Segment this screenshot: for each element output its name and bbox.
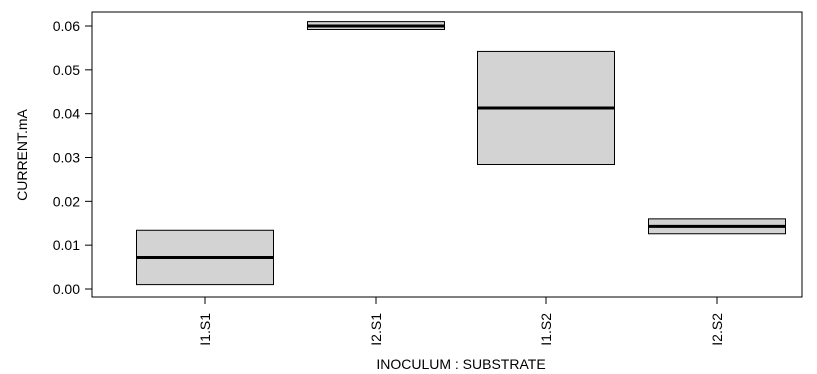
y-tick-label: 0.00 bbox=[53, 281, 80, 297]
y-axis-title: CURRENT.mA bbox=[14, 108, 30, 200]
x-axis: I1.S1 I2.S1 I1.S2 I2.S2 bbox=[197, 296, 725, 346]
y-tick-label: 0.01 bbox=[53, 237, 80, 253]
y-tick-label: 0.02 bbox=[53, 193, 80, 209]
x-tick-label: I2.S1 bbox=[368, 313, 384, 346]
y-tick-label: 0.03 bbox=[53, 150, 80, 166]
x-tick-label: I1.S2 bbox=[538, 313, 554, 346]
x-tick-label: I2.S2 bbox=[709, 313, 725, 346]
y-axis: 0.00 0.01 0.02 0.03 0.04 0.05 0.06 bbox=[53, 18, 93, 297]
y-tick-label: 0.04 bbox=[53, 106, 80, 122]
x-axis-title: INOCULUM : SUBSTRATE bbox=[376, 356, 545, 372]
box-group bbox=[136, 21, 786, 286]
y-tick-label: 0.06 bbox=[53, 18, 80, 34]
x-tick-label: I1.S1 bbox=[197, 313, 213, 346]
y-tick-label: 0.05 bbox=[53, 62, 80, 78]
